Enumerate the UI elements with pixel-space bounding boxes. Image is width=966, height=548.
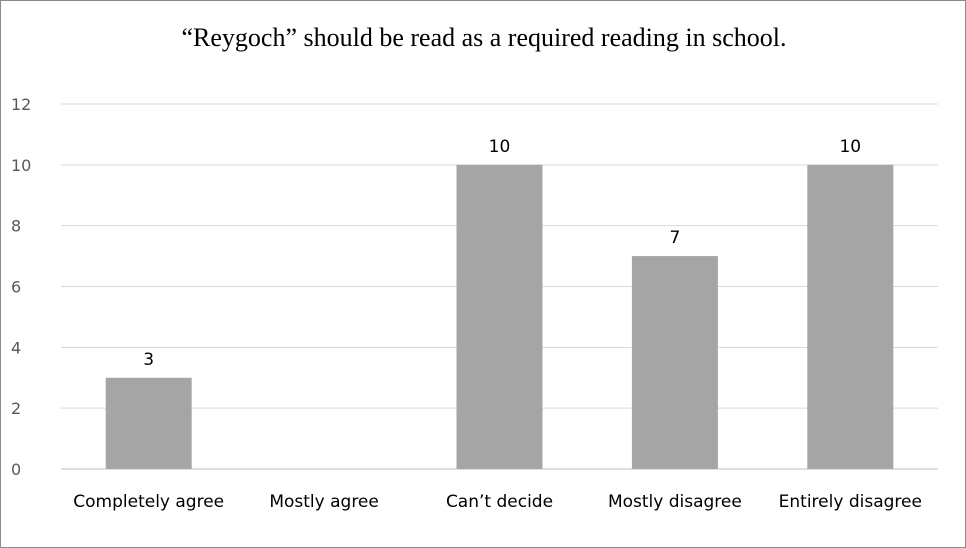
x-category-label: Entirely disagree xyxy=(779,492,922,512)
bar xyxy=(631,256,718,469)
y-tick-label: 6 xyxy=(11,278,21,297)
data-label: 10 xyxy=(839,137,861,157)
chart-title: “Reygoch” should be read as a required r… xyxy=(181,23,787,52)
x-category-label: Mostly agree xyxy=(269,492,379,512)
data-label: 7 xyxy=(669,228,680,248)
data-label: 10 xyxy=(489,137,511,157)
bar xyxy=(807,164,894,470)
y-tick-label: 2 xyxy=(11,399,21,418)
bar xyxy=(105,377,192,469)
data-label: 3 xyxy=(143,350,154,370)
x-category-label: Completely agree xyxy=(73,492,224,512)
y-tick-label: 4 xyxy=(11,338,21,357)
x-category-label: Mostly disagree xyxy=(608,492,742,512)
y-tick-label: 8 xyxy=(11,217,21,236)
x-category-label: Can’t decide xyxy=(446,492,553,512)
y-tick-label: 12 xyxy=(11,95,31,114)
y-tick-label: 10 xyxy=(11,156,31,175)
bar xyxy=(456,164,543,470)
y-tick-label: 0 xyxy=(11,460,21,479)
